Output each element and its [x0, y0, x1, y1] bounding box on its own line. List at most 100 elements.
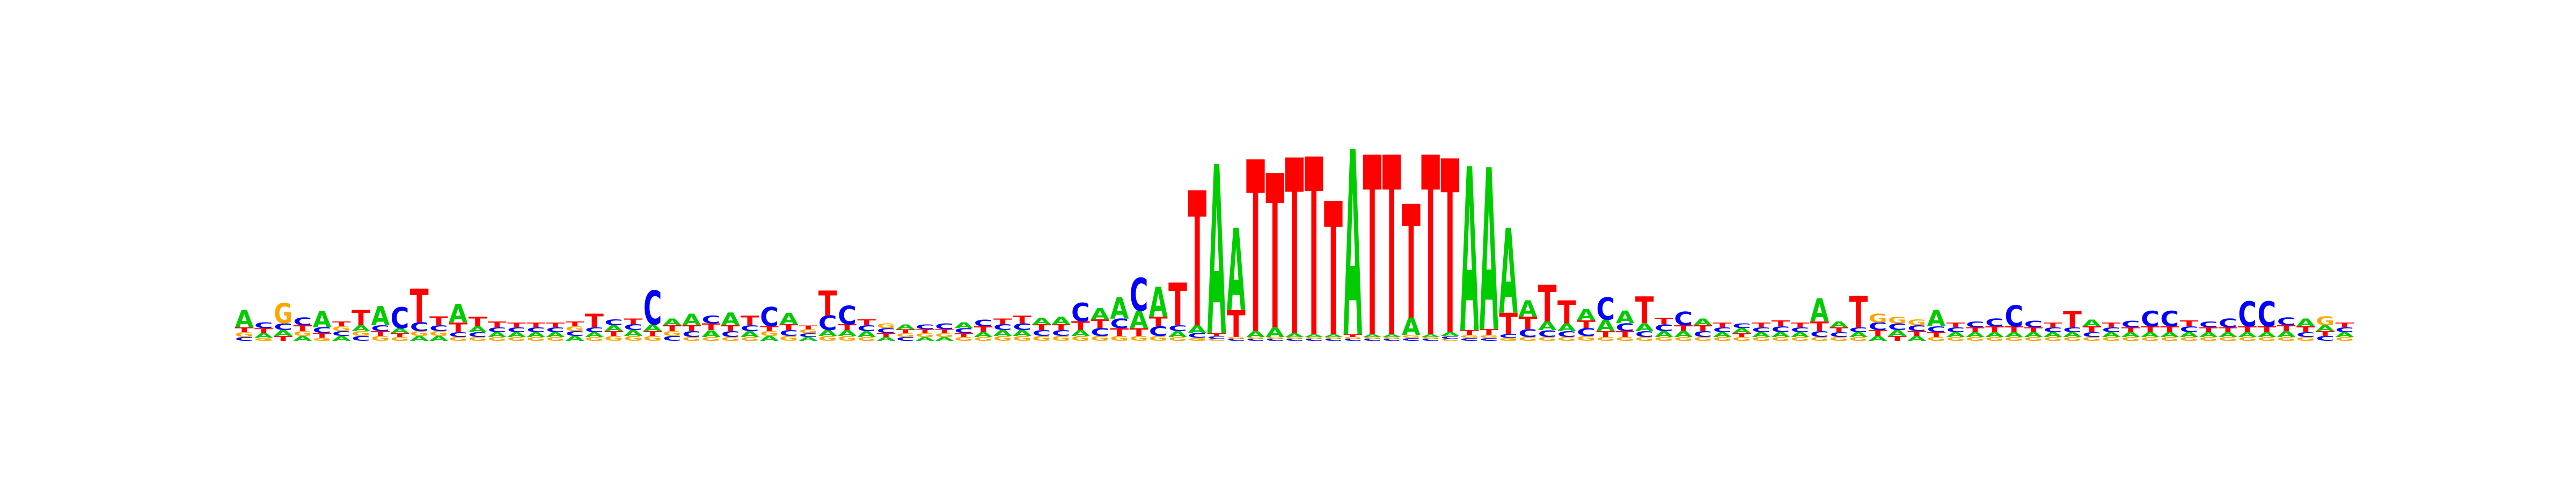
logo-letter-g: G	[721, 336, 740, 342]
logo-letter-g: G	[1946, 336, 1965, 342]
logo-letter-g: G	[1324, 336, 1343, 340]
logo-letter-a: A	[1480, 124, 1498, 382]
logo-letter-g: G	[1635, 336, 1654, 342]
logo-letter-g: G	[1421, 336, 1440, 340]
logo-letter-t: T	[2102, 321, 2121, 329]
logo-letter-g: G	[955, 336, 974, 342]
logo-letter-a: A	[235, 305, 254, 333]
logo-letter-c: C	[1927, 325, 1945, 334]
logo-letter-a: A	[546, 331, 565, 339]
logo-letter-c: C	[1227, 338, 1246, 341]
logo-letter-c: C	[1791, 326, 1810, 334]
logo-letter-g: G	[469, 336, 487, 342]
logo-letter-g: G	[1168, 336, 1187, 342]
logo-letter-t: T	[1849, 288, 1868, 339]
logo-letter-c: C	[1849, 326, 1868, 334]
logo-letter-t: T	[313, 332, 332, 339]
logo-letter-t: T	[1616, 330, 1635, 339]
logo-letter-a: A	[1382, 333, 1401, 338]
logo-letter-g: G	[293, 330, 312, 338]
logo-letter-a: A	[1071, 328, 1090, 338]
logo-letter-g: G	[1033, 335, 1051, 342]
logo-letter-a: A	[2044, 331, 2062, 339]
logo-letter-c: C	[1285, 338, 1304, 341]
logo-letter-t: T	[526, 321, 546, 329]
logo-letter-c: C	[1324, 338, 1343, 341]
logo-letter-c: C	[818, 312, 837, 335]
logo-letter-c: C	[838, 302, 857, 331]
logo-letter-a: A	[604, 324, 623, 333]
logo-letter-g: G	[1343, 336, 1362, 340]
logo-letter-t: T	[1265, 131, 1284, 378]
logo-letter-t: T	[799, 324, 818, 331]
logo-letter-c: C	[1694, 330, 1713, 339]
logo-letter-t: T	[2063, 307, 2082, 333]
logo-letter-a: A	[1421, 333, 1440, 338]
logo-letter-c: C	[1421, 338, 1440, 341]
logo-letter-g: G	[1752, 336, 1770, 342]
logo-letter-t: T	[1285, 111, 1304, 390]
logo-letter-a: A	[2082, 318, 2102, 328]
logo-letter-c: C	[1616, 321, 1635, 334]
logo-letter-c: C	[1208, 335, 1226, 340]
logo-letter-c: C	[1985, 317, 2004, 329]
logo-letter-a: A	[1810, 292, 1829, 330]
logo-letter-c: C	[2082, 331, 2101, 339]
logo-letter-g: G	[2199, 336, 2218, 342]
logo-letter-g: G	[1130, 335, 1148, 342]
logo-letter-c: C	[682, 330, 701, 339]
logo-letter-t: T	[1441, 111, 1460, 389]
logo-letter-c: C	[663, 335, 682, 342]
logo-letter-g: G	[1596, 336, 1615, 342]
logo-letter-g: G	[624, 335, 642, 342]
logo-letter-a: A	[1888, 328, 1907, 338]
logo-letter-c: C	[391, 302, 409, 336]
logo-letter-g: G	[1655, 336, 1673, 342]
logo-letter-a: A	[896, 323, 915, 331]
logo-letter-a: A	[701, 328, 721, 339]
logo-letter-c: C	[916, 323, 934, 331]
logo-letter-g: G	[2180, 336, 2199, 342]
logo-letter-c: C	[1265, 338, 1284, 341]
logo-letter-g: G	[1966, 336, 1985, 342]
logo-letter-g: G	[1732, 336, 1751, 342]
logo-letter-g: G	[274, 298, 292, 331]
logo-letter-g: G	[352, 330, 370, 338]
logo-letter-a: A	[1946, 331, 1965, 339]
logo-letter-t: T	[857, 318, 876, 327]
logo-letter-g: G	[1849, 336, 1868, 342]
logo-letter-t: T	[469, 314, 488, 330]
logo-letter-c: C	[1343, 338, 1362, 341]
logo-letter-c: C	[293, 316, 312, 328]
logo-letter-t: T	[1013, 314, 1032, 326]
logo-letter-t: T	[2238, 325, 2257, 334]
logo-letter-t: T	[1188, 154, 1206, 370]
logo-letter-g: G	[779, 335, 798, 342]
logo-letter-a: A	[779, 310, 798, 328]
logo-letter-g: G	[546, 336, 565, 342]
